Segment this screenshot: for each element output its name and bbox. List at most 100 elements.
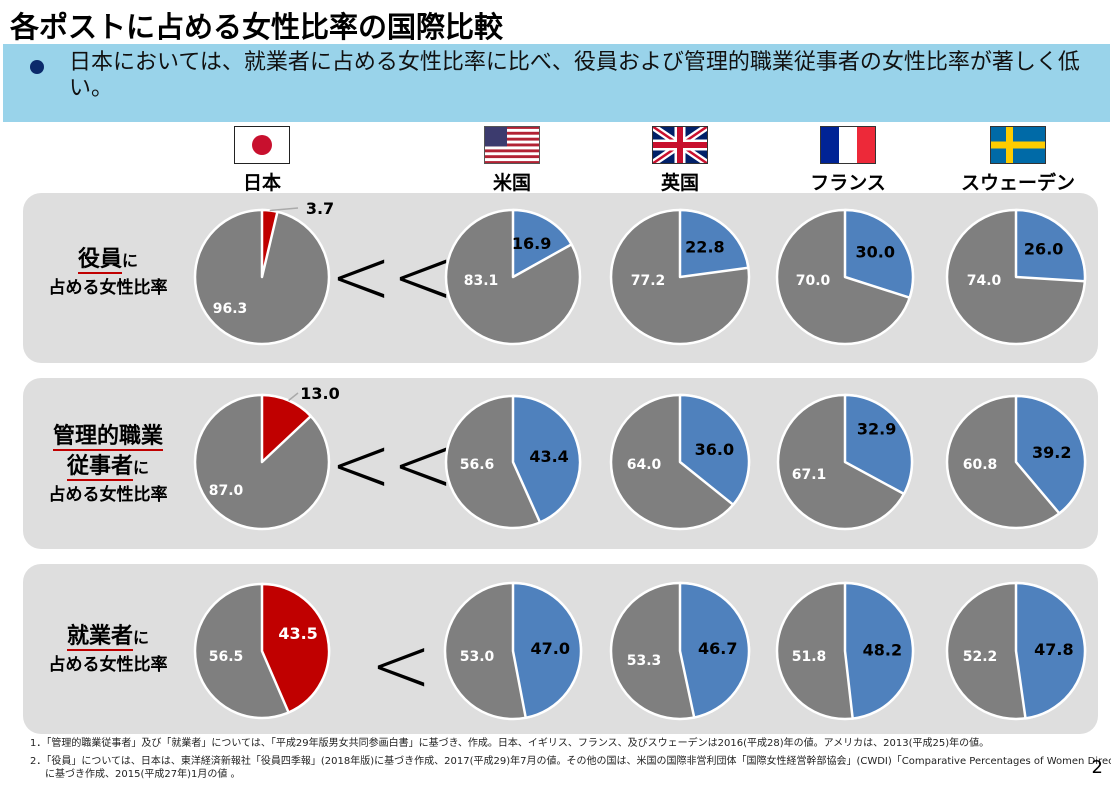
pie-label-other: 51.8 (792, 649, 827, 665)
row-label-line2: 占める女性比率 (48, 278, 168, 298)
pie-usa-row1: 16.9 83.1 (444, 208, 582, 346)
pie-label-other: 77.2 (631, 273, 666, 289)
pie-france-row1: 30.0 70.0 (775, 208, 915, 346)
pie-label-other: 74.0 (967, 273, 1002, 289)
pie-label-female: 26.0 (1024, 239, 1063, 258)
row-label-line2: 占める女性比率 (48, 485, 168, 505)
pie-slice-female (511, 394, 582, 524)
summary-text: 日本においては、就業者に占める女性比率に比べ、役員および管理的職業従事者の女性比… (69, 50, 1080, 101)
pie-japan-row3: 43.5 56.5 (193, 582, 331, 720)
row-label-directors: 役員に 占める女性比率 (23, 245, 193, 300)
pie-uk-row2: 36.0 64.0 (609, 393, 751, 531)
pie-label-other: 53.3 (627, 653, 662, 669)
pie-japan-row2: 13.0 87.0 (193, 384, 340, 531)
pie-uk-row1: 22.8 77.2 (609, 208, 751, 346)
leader-line (269, 207, 299, 212)
pie-usa-row2: 43.4 56.6 (444, 394, 582, 530)
pie-label-other: 56.5 (209, 649, 244, 665)
pie-label-female: 47.8 (1034, 640, 1073, 659)
footnote-2: 2．「役員」については、日本は、東洋経済新報社「役員四季報」(2018年版)に基… (30, 756, 1111, 767)
pie-label-female: 16.9 (512, 234, 551, 253)
pie-sweden-row3: 47.8 52.2 (945, 581, 1087, 721)
pie-slice-female (843, 393, 914, 496)
row-label-managers: 管理的職業 従事者に 占める女性比率 (23, 422, 193, 507)
page-number: 2 (1091, 757, 1103, 778)
country-header-usa: 米国 (452, 126, 572, 195)
pie-label-other: 96.3 (213, 301, 248, 317)
pie-label-female: 13.0 (300, 384, 339, 403)
country-name: スウェーデン (960, 172, 1075, 194)
pie-slice-female (843, 208, 915, 299)
country-name: 日本 (242, 172, 281, 194)
pie-slice-female (260, 208, 279, 279)
pie-label-female: 47.0 (530, 639, 569, 658)
pie-label-other: 64.0 (627, 457, 662, 473)
pie-label-other: 83.1 (464, 273, 499, 289)
row-label-main: 従事者 (66, 454, 133, 481)
row-label-line2: 占める女性比率 (48, 655, 168, 675)
sweden-flag-icon (990, 126, 1046, 164)
row-label-suffix: に (133, 458, 150, 477)
pie-label-other: 87.0 (209, 483, 244, 499)
france-flag-icon (820, 126, 876, 164)
pie-label-female: 30.0 (856, 242, 895, 261)
country-header-japan: 日本 (202, 126, 322, 195)
country-header-uk: 英国 (620, 126, 740, 195)
leader-line (288, 392, 299, 402)
pie-slice-female (678, 581, 751, 719)
pie-slice-female (260, 393, 313, 464)
usa-flag-icon (484, 126, 540, 164)
footnote-1: 1．「管理的職業従事者」及び「就業者」については、「平成29年版男女共同参画白書… (30, 738, 990, 749)
row-label-suffix: に (122, 251, 139, 270)
country-name: フランス (810, 172, 886, 194)
row-label-main: 就業者 (66, 624, 133, 651)
pie-label-female: 22.8 (685, 237, 724, 256)
row-label-workers: 就業者に 占める女性比率 (23, 622, 193, 677)
pie-slice-female (678, 393, 751, 506)
pie-sweden-row1: 26.0 74.0 (945, 208, 1087, 346)
pie-japan-row1: 3.7 96.3 (193, 199, 334, 346)
comparator-managers: << (330, 419, 455, 511)
uk-flag-icon (652, 126, 708, 164)
pie-label-other: 70.0 (796, 273, 831, 289)
pie-usa-row3: 47.0 53.0 (443, 581, 583, 721)
comparator-directors: << (330, 231, 455, 323)
pie-label-female: 32.9 (857, 420, 896, 439)
pie-label-female: 39.2 (1032, 443, 1071, 462)
page-title: 各ポストに占める女性比率の国際比較 (10, 10, 504, 44)
pie-label-other: 52.2 (963, 649, 998, 665)
pie-slice-female (843, 581, 915, 720)
pie-label-female: 36.0 (695, 440, 734, 459)
pie-slice-female (511, 208, 573, 279)
row-label-main-1: 管理的職業 (52, 424, 163, 451)
pie-label-female: 3.7 (306, 199, 334, 218)
pie-slice-female (678, 208, 750, 279)
pie-label-other: 53.0 (460, 649, 495, 665)
pie-label-other: 67.1 (792, 467, 827, 483)
pie-uk-row3: 46.7 53.3 (609, 581, 751, 721)
country-header-france: フランス (788, 126, 908, 195)
pie-slice-female (1014, 394, 1087, 515)
pie-label-female: 43.4 (529, 447, 568, 466)
footnote-2-cont: に基づき作成、2015(平成27年)1月の値 。 (45, 769, 241, 780)
bullet-icon (30, 60, 44, 74)
country-name: 英国 (660, 172, 699, 194)
pie-france-row3: 48.2 51.8 (775, 581, 915, 721)
pie-france-row2: 32.9 67.1 (776, 393, 914, 531)
row-label-suffix: に (133, 628, 150, 647)
pie-label-female: 46.7 (698, 639, 737, 658)
pie-slice-female (511, 581, 583, 720)
comparator-workers: < (370, 619, 433, 711)
country-name: 米国 (492, 172, 531, 194)
row-label-main: 役員 (77, 247, 122, 274)
pie-slice-female (1014, 208, 1087, 283)
pie-label-other: 56.6 (460, 457, 495, 473)
pie-sweden-row2: 39.2 60.8 (945, 394, 1087, 530)
pie-label-other: 60.8 (963, 457, 998, 473)
pie-slice-female (260, 582, 331, 714)
pie-label-female: 48.2 (863, 640, 902, 659)
japan-flag-icon (234, 126, 290, 164)
summary-banner: 日本においては、就業者に占める女性比率に比べ、役員および管理的職業従事者の女性比… (3, 44, 1110, 122)
pie-slice-female (1014, 581, 1087, 720)
